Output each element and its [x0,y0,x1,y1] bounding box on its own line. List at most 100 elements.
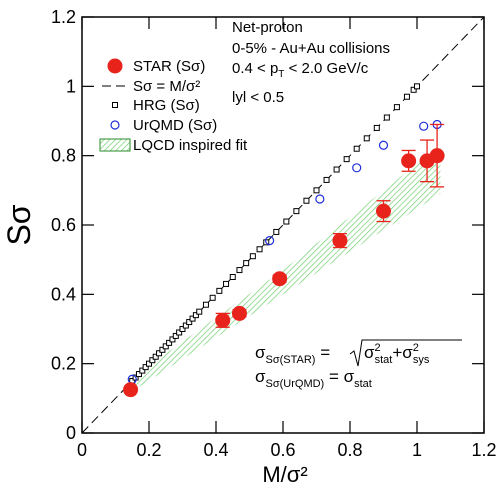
hrg-point [176,329,183,336]
x-tick-label: 0.2 [136,440,161,460]
hrg-point [166,339,173,346]
hrg-point [169,336,176,343]
formula-part: +σ [392,343,413,362]
urqmd-point [378,140,389,150]
hrg-point [179,326,186,332]
formula-part: 2 [413,342,419,354]
y-tick-label: 1.2 [51,7,76,27]
y-axis-label: Sσ [1,204,37,245]
legend-marker [107,58,123,74]
hrg-point [414,83,420,90]
fit-band [132,145,441,392]
hrg-point [186,319,193,326]
annotation-part: 0.4 < p [232,60,278,77]
hrg-point [216,287,223,294]
y-tick-label: 0 [66,423,76,443]
annotations: Net-proton 0-5% - Au+Au collisions 0.4 <… [232,19,390,106]
hrg-point [393,104,400,111]
hrg-point [156,350,163,357]
star-point [429,148,445,164]
x-tick-label: 0.6 [270,440,295,460]
legend-label: Sσ = M/σ² [133,78,200,95]
star-point [231,305,247,321]
hrg-point [182,322,189,329]
hrg-point [373,124,380,131]
hrg-point [196,308,203,315]
hrg-point [256,246,263,253]
hrg-point [236,267,243,274]
formulas: σSσ(STAR) = σ2 stat+σ2 sys σSσ(UrQMD) = σs… [255,339,462,390]
hrg-point [189,315,196,322]
legend-label: UrQMD (Sσ) [133,117,217,134]
hrg-point [202,301,209,308]
star-point [272,271,288,287]
hrg-point [152,353,159,360]
hrg-point [142,364,149,371]
annotation-part: < 2.0 GeV/c [284,60,368,77]
x-tick-label: 1.2 [471,440,496,460]
x-tick-label: 0.4 [203,440,228,460]
annotation: 0.4 < pT < 2.0 GeV/c [232,60,369,80]
x-tick-label: 1 [412,440,422,460]
x-axis-label: M/σ² [262,462,307,487]
hrg-point [243,260,250,267]
hrg-point [383,114,390,121]
annotation-part: T [278,69,284,80]
hrg-point [343,156,350,163]
hrg-point [146,360,152,367]
hrg-point [363,135,370,142]
formula-part: σ [364,343,375,362]
hrg-point [323,176,330,183]
hrg-point [313,187,320,194]
hrg-point [162,343,169,350]
star-point [123,382,139,398]
x-tick-label: 0.8 [337,440,362,460]
hrg-point [273,228,280,235]
legend-label: LQCD inspired fit [133,137,248,154]
star-point [332,233,348,249]
formula-part: σ [255,343,266,362]
y-tick-label: 0.6 [51,215,76,235]
hrg-point [249,253,256,260]
urqmd-point [315,194,325,204]
urqmd-point [265,236,275,246]
urqmd-point [352,163,362,173]
hrg-point [283,218,290,225]
annotation: lyl < 0.5 [232,89,284,106]
hrg-point [403,93,410,100]
legend-label: HRG (Sσ) [133,97,200,114]
formula: σSσ(UrQMD) = σstat [255,367,372,390]
legend-marker [99,138,131,152]
hrg-point [159,346,166,353]
annotation: Net-proton [232,19,303,36]
legend-marker [112,102,118,108]
urqmd-point [419,121,429,131]
formula-part: Sσ(UrQMD) [266,378,325,390]
hrg-point [410,86,417,93]
y-tick-label: 1 [66,76,76,96]
y-tick-label: 0.2 [51,354,76,374]
hrg-point [209,294,216,301]
formula-part: = [315,343,334,362]
sqrt-sign [349,339,462,367]
annotation: 0-5% - Au+Au collisions [232,40,390,57]
hrg-point [172,332,179,339]
x-tick-label: 0 [77,440,87,460]
formula-part: 2 [375,342,381,354]
hrg-point [139,367,146,374]
formula-part: = σ [324,367,354,386]
hrg-point [135,371,142,378]
formula-part: stat [375,354,393,366]
hrg-point [333,166,340,173]
star-point [376,203,391,219]
y-tick-label: 0.8 [51,146,76,166]
hrg-point [223,280,230,287]
legend-marker [110,120,120,130]
hrg-point [293,208,300,215]
legend: STAR (Sσ) Sσ = M/σ² HRG (Sσ) UrQMD (Sσ) LQCD… [99,58,248,154]
star-point [215,312,231,328]
formula-part: sys [413,354,430,366]
hrg-point [353,145,360,152]
formula-part: σ [255,367,266,386]
